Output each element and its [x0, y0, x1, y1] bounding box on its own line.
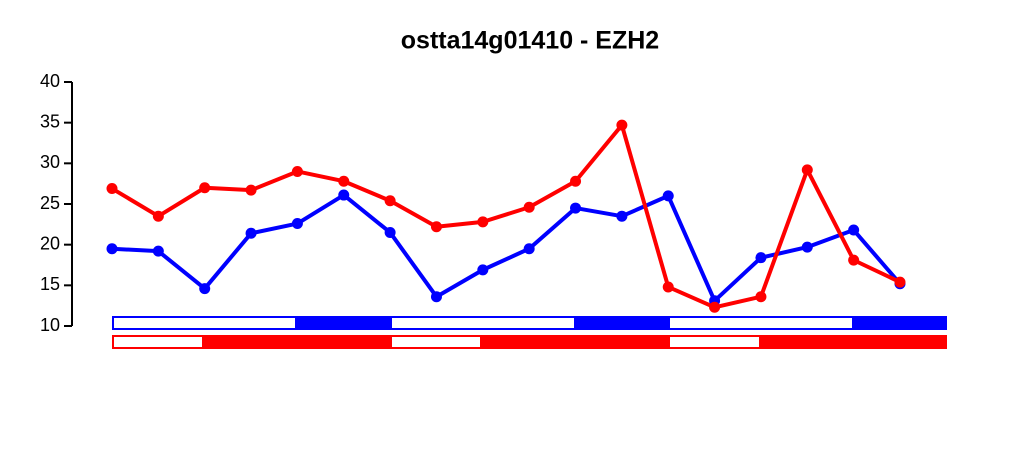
point — [430, 291, 442, 303]
point — [570, 175, 582, 187]
point — [291, 165, 303, 177]
y-tick-label: 35 — [40, 111, 60, 131]
y-tick-label: 20 — [40, 233, 60, 253]
point — [848, 254, 860, 266]
point — [477, 216, 489, 228]
y-tick-label: 15 — [40, 274, 60, 294]
point — [338, 175, 350, 187]
track-gap — [392, 318, 574, 328]
track-gap — [392, 337, 480, 347]
point — [106, 183, 118, 195]
point — [338, 189, 350, 201]
point — [523, 201, 535, 213]
y-tick-label: 30 — [40, 152, 60, 172]
point — [662, 190, 674, 202]
track-gap — [114, 337, 202, 347]
point — [152, 210, 164, 222]
track-blue — [112, 316, 947, 330]
point — [523, 243, 535, 255]
track-gap — [114, 318, 295, 328]
track-gap — [670, 318, 852, 328]
y-tick-label: 10 — [40, 315, 60, 335]
track-gap — [670, 337, 759, 347]
chart-title: ostta14g01410 - EZH2 — [401, 27, 659, 55]
line — [110, 123, 901, 310]
point — [199, 283, 211, 295]
line — [111, 193, 902, 303]
point — [245, 184, 257, 196]
point — [430, 221, 442, 233]
point — [199, 182, 211, 194]
point — [616, 210, 628, 222]
track-bg — [112, 335, 947, 349]
point — [384, 195, 396, 207]
point — [894, 276, 906, 288]
point — [755, 291, 767, 303]
point — [477, 264, 489, 276]
point — [384, 226, 396, 238]
point — [291, 218, 303, 230]
point — [801, 164, 813, 176]
track-red — [112, 335, 947, 349]
point — [152, 245, 164, 257]
y-tick-label: 40 — [40, 71, 60, 91]
point — [106, 243, 118, 255]
point — [848, 224, 860, 236]
point — [709, 301, 721, 313]
point — [570, 202, 582, 214]
point — [662, 281, 674, 293]
point — [755, 252, 767, 264]
point — [801, 241, 813, 253]
point — [616, 119, 628, 131]
y-tick-label: 25 — [40, 193, 60, 213]
point — [245, 227, 257, 239]
